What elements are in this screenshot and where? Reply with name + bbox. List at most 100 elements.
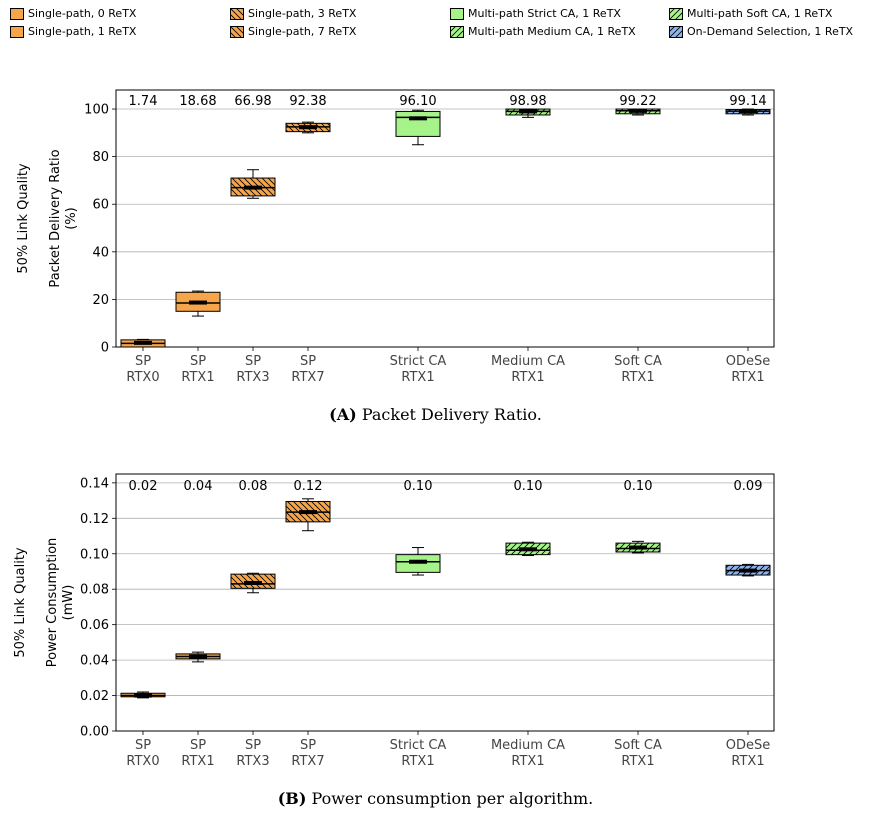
y-tick-label: 100 (84, 103, 109, 118)
x-tick-label: SP (300, 354, 316, 369)
mean-marker (134, 693, 152, 698)
legend-label: Single-path, 3 ReTX (248, 7, 357, 20)
mean-marker (189, 300, 207, 305)
legend-swatch (10, 8, 24, 20)
value-annotation: 0.02 (129, 479, 158, 494)
x-tick-sublabel: RTX1 (401, 754, 434, 769)
y-axis-label: Packet Delivery Ratio (48, 149, 63, 287)
mean-marker (629, 108, 647, 113)
x-tick-sublabel: RTX3 (236, 754, 269, 769)
x-tick-label: Medium CA (491, 738, 565, 753)
x-tick-label: SP (245, 738, 261, 753)
plot-frame (115, 473, 775, 732)
legend-label: On-Demand Selection, 1 ReTX (687, 25, 854, 38)
y-tick-label: 0.06 (80, 618, 109, 633)
box-6 (615, 540, 661, 554)
box-0 (120, 691, 166, 699)
box-3 (285, 498, 331, 532)
caption-b-tag: (B) (277, 789, 307, 808)
x-tick-sublabel: RTX1 (181, 754, 214, 769)
x-tick-label: Strict CA (390, 738, 447, 753)
row-label: 50% Link Quality (16, 163, 31, 274)
x-tick-sublabel: RTX0 (126, 370, 159, 385)
caption-b: (B) Power consumption per algorithm. (0, 789, 871, 808)
y-tick-label: 40 (92, 245, 109, 260)
x-tick-label: Strict CA (390, 354, 447, 369)
legend-swatch (450, 26, 464, 38)
box-5 (505, 108, 551, 118)
x-tick-label: SP (190, 354, 206, 369)
legend-label: Single-path, 1 ReTX (28, 25, 137, 38)
mean-marker (519, 547, 537, 552)
x-tick-sublabel: RTX7 (291, 754, 324, 769)
y-axis-unit: (%) (64, 207, 79, 230)
mean-marker (299, 125, 317, 130)
legend-label: Multi-path Soft CA, 1 ReTX (687, 7, 833, 20)
x-tick-sublabel: RTX1 (511, 370, 544, 385)
pdr-chart: 0 20 40 60 80 100 50% Link Quality Packet Deliv… (16, 89, 775, 385)
y-tick-label: 0.02 (80, 689, 109, 704)
legend-label: Single-path, 7 ReTX (248, 25, 357, 38)
legend-label: Multi-path Strict CA, 1 ReTX (468, 7, 621, 20)
value-annotation: 0.10 (624, 479, 653, 494)
value-annotation: 0.09 (734, 479, 763, 494)
mean-marker (134, 340, 152, 345)
box-body (395, 110, 441, 137)
box-7 (725, 563, 771, 577)
x-tick-label: SP (135, 738, 151, 753)
value-annotation: 98.98 (509, 94, 546, 109)
mean-marker (189, 654, 207, 659)
y-tick-label: 60 (92, 198, 109, 213)
mean-marker (409, 559, 427, 564)
y-tick-label: 0.14 (80, 476, 109, 491)
x-tick-sublabel: RTX1 (731, 754, 764, 769)
value-annotation: 0.10 (514, 479, 543, 494)
box-7 (725, 108, 771, 116)
legend: Single-path, 0 ReTX Single-path, 1 ReTX Si… (0, 0, 871, 48)
mean-marker (299, 510, 317, 515)
legend-swatch (230, 26, 244, 38)
mean-marker (409, 116, 427, 121)
x-tick-sublabel: RTX1 (731, 370, 764, 385)
y-tick-label: 20 (92, 293, 109, 308)
y-tick-label: 0.10 (80, 547, 109, 562)
value-annotation: 18.68 (179, 94, 216, 109)
y-tick-label: 0.12 (80, 512, 109, 527)
box-4 (395, 109, 441, 146)
x-tick-sublabel: RTX1 (621, 370, 654, 385)
legend-swatch (669, 8, 683, 20)
legend-swatch (450, 8, 464, 20)
y-tick-label: 0.00 (80, 725, 109, 740)
caption-a-tag: (A) (329, 405, 357, 424)
mean-marker (244, 581, 262, 586)
y-tick-label: 80 (92, 150, 109, 165)
x-tick-sublabel: RTX1 (401, 370, 434, 385)
legend-swatch (230, 8, 244, 20)
x-tick-label: SP (190, 738, 206, 753)
legend-swatch (10, 26, 24, 38)
box-2 (230, 169, 276, 199)
mean-marker (519, 109, 537, 114)
mean-marker (739, 568, 757, 573)
value-annotation: 0.12 (294, 479, 323, 494)
x-tick-label: ODeSe (726, 354, 771, 369)
x-tick-label: SP (135, 354, 151, 369)
value-annotation: 99.14 (729, 94, 766, 109)
y-tick-label: 0.04 (80, 654, 109, 669)
caption-b-text: Power consumption per algorithm. (311, 789, 594, 808)
caption-a-text: Packet Delivery Ratio. (361, 405, 542, 424)
row-label: 50% Link Quality (13, 547, 28, 658)
box-6 (615, 108, 661, 116)
caption-a: (A) Packet Delivery Ratio. (0, 405, 871, 424)
value-annotation: 0.04 (184, 479, 213, 494)
value-annotation: 92.38 (289, 94, 326, 109)
box-2 (230, 572, 276, 594)
legend-label: Single-path, 0 ReTX (28, 7, 137, 20)
x-tick-sublabel: RTX1 (621, 754, 654, 769)
x-tick-sublabel: RTX1 (511, 754, 544, 769)
x-tick-sublabel: RTX3 (236, 370, 269, 385)
box-0 (120, 338, 166, 348)
y-tick-label: 0 (101, 341, 109, 356)
mean-marker (244, 185, 262, 190)
power-chart: 0.00 0.02 0.04 0.06 0.08 0.10 0.12 0.14 50% Link… (13, 473, 775, 769)
